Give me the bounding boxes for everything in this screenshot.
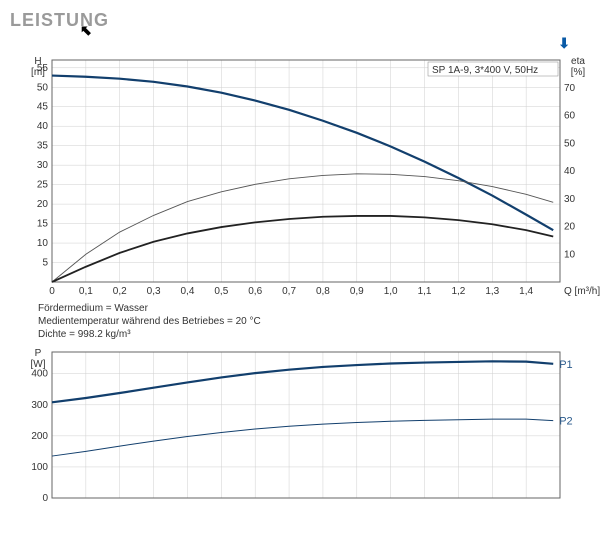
svg-text:60: 60 xyxy=(564,111,576,122)
svg-text:0,2: 0,2 xyxy=(113,286,127,297)
svg-text:0,8: 0,8 xyxy=(316,286,330,297)
note-line-2: Medientemperatur während des Betriebes =… xyxy=(38,315,590,328)
svg-text:35: 35 xyxy=(37,141,49,152)
svg-text:1,1: 1,1 xyxy=(418,286,432,297)
svg-text:300: 300 xyxy=(31,400,48,411)
notes-block: Fördermedium = Wasser Medientemperatur w… xyxy=(38,302,590,341)
svg-text:0,5: 0,5 xyxy=(214,286,228,297)
download-icon[interactable]: ⬇ xyxy=(558,35,570,52)
svg-text:SP 1A-9, 3*400 V, 50Hz: SP 1A-9, 3*400 V, 50Hz xyxy=(432,65,538,76)
svg-text:Q [m³/h]: Q [m³/h] xyxy=(564,286,600,297)
svg-text:55: 55 xyxy=(37,63,49,74)
svg-text:P2: P2 xyxy=(559,416,572,428)
svg-text:5: 5 xyxy=(42,258,48,269)
svg-text:0,6: 0,6 xyxy=(248,286,262,297)
svg-text:1,2: 1,2 xyxy=(451,286,465,297)
svg-text:100: 100 xyxy=(31,462,48,473)
svg-text:eta: eta xyxy=(571,56,585,67)
svg-text:30: 30 xyxy=(37,160,49,171)
title-text: LEISTUNG xyxy=(10,10,109,30)
cursor-icon: ⬉ xyxy=(80,22,93,39)
svg-text:45: 45 xyxy=(37,102,49,113)
svg-text:40: 40 xyxy=(37,121,49,132)
svg-text:1,0: 1,0 xyxy=(384,286,398,297)
svg-text:40: 40 xyxy=(564,166,576,177)
svg-text:0,1: 0,1 xyxy=(79,286,93,297)
svg-text:70: 70 xyxy=(564,83,576,94)
note-line-1: Fördermedium = Wasser xyxy=(38,302,590,315)
svg-text:15: 15 xyxy=(37,219,49,230)
series-eta-thin xyxy=(52,174,553,282)
svg-text:P1: P1 xyxy=(559,359,572,371)
series-P2 xyxy=(52,419,553,456)
series-eta-thick xyxy=(52,216,553,282)
svg-text:1,4: 1,4 xyxy=(519,286,533,297)
svg-text:30: 30 xyxy=(564,194,576,205)
svg-text:200: 200 xyxy=(31,431,48,442)
bottom-chart: P[W]0100200300400P1P2 xyxy=(20,347,590,512)
svg-text:50: 50 xyxy=(37,82,49,93)
note-line-3: Dichte = 998.2 kg/m³ xyxy=(38,328,590,341)
series-head-curve xyxy=(52,76,553,231)
svg-text:20: 20 xyxy=(37,199,49,210)
svg-text:0,9: 0,9 xyxy=(350,286,364,297)
svg-text:0: 0 xyxy=(42,493,48,504)
svg-text:10: 10 xyxy=(564,249,576,260)
svg-text:0,3: 0,3 xyxy=(147,286,161,297)
svg-text:20: 20 xyxy=(564,222,576,233)
page-title: LEISTUNG ⬉ xyxy=(10,10,590,31)
svg-text:400: 400 xyxy=(31,369,48,380)
svg-text:50: 50 xyxy=(564,138,576,149)
series-P1 xyxy=(52,361,553,402)
svg-text:25: 25 xyxy=(37,180,49,191)
svg-text:10: 10 xyxy=(37,238,49,249)
svg-text:0,4: 0,4 xyxy=(181,286,195,297)
svg-text:0,7: 0,7 xyxy=(282,286,296,297)
svg-text:P: P xyxy=(35,348,42,359)
top-chart: H[m]510152025303540455055eta[%]102030405… xyxy=(20,55,590,300)
svg-text:1,3: 1,3 xyxy=(485,286,499,297)
svg-text:[%]: [%] xyxy=(571,67,586,78)
download-row: ⬇ xyxy=(10,35,590,55)
svg-text:0: 0 xyxy=(49,286,55,297)
